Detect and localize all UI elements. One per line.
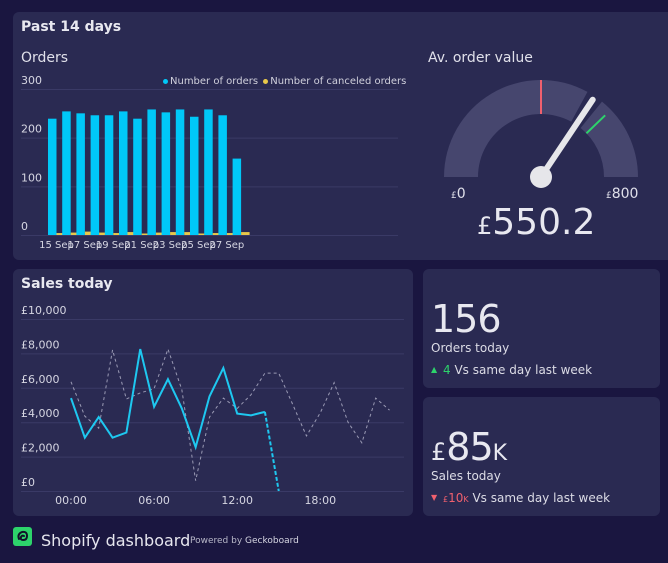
gauge-value-number: 550.2 [492, 202, 596, 243]
average-order-value-gauge [444, 79, 638, 188]
x-tick-label: 17 Sep [68, 240, 103, 251]
bar-orders [175, 109, 185, 235]
brand-name: Geckoboard [245, 536, 299, 546]
arrow-up-icon: ▲ [431, 365, 438, 374]
bar-canceled [127, 232, 136, 235]
gauge-green-marker [585, 114, 606, 135]
x-tick-label: 00:00 [55, 494, 87, 507]
bar-orders [161, 112, 171, 235]
x-tick-label: 23 Sep [153, 240, 188, 251]
comparison-text: Vs same day last week [472, 491, 611, 505]
bar-orders [62, 111, 71, 235]
y-tick-label: £4,000 [21, 407, 60, 420]
orders-chart-legend: Number of orders Number of canceled orde… [163, 76, 406, 87]
bar-orders [204, 109, 213, 235]
bar-canceled [113, 233, 122, 235]
sales-today-comparison: ▼ £10K Vs same day last week [431, 491, 610, 505]
y-tick-label: 200 [21, 123, 42, 136]
gauge-title: Av. order value [428, 50, 533, 66]
bar-canceled [56, 233, 65, 235]
sales-currency: £ [431, 438, 447, 466]
x-tick-label: 15 Sep [39, 240, 74, 251]
line-today-projection [263, 411, 280, 492]
bar-orders [76, 113, 85, 235]
y-tick-label: 0 [21, 220, 28, 233]
orders-today-comparison: ▲ 4 Vs same day last week [431, 363, 592, 377]
bar-canceled [99, 232, 108, 235]
orders-today-label: Orders today [431, 341, 510, 355]
gauge-min-label: £0 [451, 186, 466, 202]
line-today [70, 348, 266, 451]
x-tick-label: 21 Sep [124, 240, 159, 251]
x-tick-label: 25 Sep [181, 240, 216, 251]
sales-value-suffix: K [492, 441, 508, 466]
orders-today-panel [423, 269, 660, 388]
bar-canceled [198, 233, 207, 235]
x-tick-label: 18:00 [304, 494, 336, 507]
legend-item-orders: Number of orders [163, 76, 258, 87]
powered-by-text: Powered by [190, 536, 243, 546]
geckoboard-logo-icon [13, 527, 32, 546]
bar-canceled [141, 233, 151, 235]
y-tick-label: £6,000 [21, 373, 60, 386]
x-tick-label: 27 Sep [210, 240, 245, 251]
arrow-down-icon: ▼ [431, 493, 438, 502]
bar-canceled [84, 231, 94, 235]
legend-item-canceled: Number of canceled orders [263, 76, 406, 87]
sales-today-panel [13, 269, 413, 516]
bar-orders [90, 115, 100, 235]
y-tick-label: 300 [21, 74, 42, 87]
line-last-week [70, 347, 390, 481]
sales-today-value: £85K [431, 425, 507, 469]
bar-canceled [241, 232, 250, 235]
bar-orders [48, 118, 57, 235]
comparison-text: Vs same day last week [454, 363, 593, 377]
y-tick-label: 100 [21, 171, 42, 184]
legend-label: Number of canceled orders [270, 76, 407, 87]
sales-chart-title: Sales today [21, 276, 113, 292]
sales-line-chart: £0 £2,000 £4,000 £6,000 £8,000 £10,000 00:00 06… [21, 304, 404, 507]
sales-today-label: Sales today [431, 469, 501, 483]
legend-dot-icon [163, 78, 168, 84]
orders-today-value: 156 [431, 297, 502, 341]
orders-chart-title: Orders [21, 50, 69, 66]
orders-delta: 4 [442, 363, 451, 377]
bar-orders [190, 116, 199, 235]
bar-canceled [155, 232, 165, 235]
gauge-track-right [580, 101, 638, 177]
powered-by: Powered by Geckoboard [190, 536, 299, 546]
x-tick-label: 19 Sep [96, 240, 131, 251]
section-title: Past 14 days [21, 19, 122, 35]
sales-value-number: 85 [446, 425, 493, 469]
bar-orders [119, 111, 128, 235]
dashboard-title: Shopify dashboard [41, 531, 191, 550]
gauge-currency: £ [477, 212, 493, 240]
bar-canceled [226, 233, 236, 235]
legend-dot-icon [263, 78, 269, 84]
gauge-needle-hub [530, 166, 552, 188]
bar-canceled [184, 232, 193, 235]
legend-label: Number of orders [170, 76, 259, 87]
bar-canceled [70, 232, 80, 235]
gauge-track-left [444, 79, 588, 177]
sales-delta: £10K [442, 491, 469, 505]
bar-orders [232, 158, 242, 235]
bar-canceled [212, 233, 222, 235]
sales-today-stat-panel [423, 397, 660, 516]
bar-orders [133, 118, 142, 235]
gauge-needle [538, 96, 596, 180]
gauge-max-label: £800 [606, 186, 639, 202]
x-tick-label: 06:00 [138, 494, 170, 507]
y-tick-label: £2,000 [21, 442, 60, 455]
bar-canceled [170, 232, 179, 235]
bar-orders [218, 115, 227, 235]
y-tick-label: £8,000 [21, 338, 60, 351]
y-tick-label: £10,000 [21, 304, 67, 317]
gauge-value: £550.2 [477, 202, 595, 243]
bar-orders [147, 109, 156, 235]
y-tick-label: £0 [21, 476, 35, 489]
x-tick-label: 12:00 [221, 494, 253, 507]
bar-orders [104, 115, 114, 235]
